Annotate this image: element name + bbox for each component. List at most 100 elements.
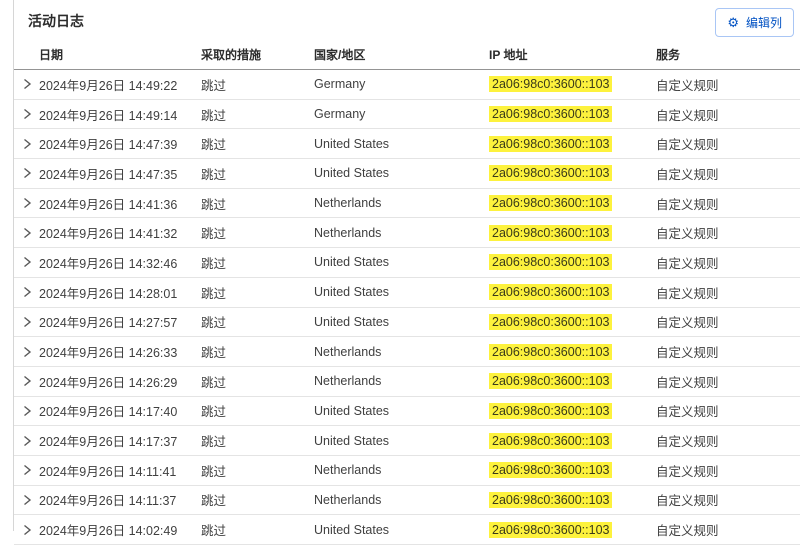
table-row[interactable]: 2024年9月26日 14:27:57 跳过 United States 2a0… — [14, 308, 800, 338]
edit-columns-button[interactable]: ⚙ 编辑列 — [715, 8, 794, 37]
table-row[interactable]: 2024年9月26日 14:17:40 跳过 United States 2a0… — [14, 397, 800, 427]
cell-service: 自定义规则 — [656, 342, 800, 361]
expand-row-button[interactable] — [14, 78, 39, 90]
cell-ip: 2a06:98c0:3600::103 — [489, 255, 656, 269]
cell-service: 自定义规则 — [656, 134, 800, 153]
cell-service: 自定义规则 — [656, 431, 800, 450]
table-row[interactable]: 2024年9月26日 14:11:37 跳过 Netherlands 2a06:… — [14, 486, 800, 516]
table-row[interactable]: 2024年9月26日 14:26:33 跳过 Netherlands 2a06:… — [14, 337, 800, 367]
expand-row-button[interactable] — [14, 197, 39, 209]
cell-date: 2024年9月26日 14:49:22 — [39, 75, 201, 94]
table-row[interactable]: 2024年9月26日 14:47:35 跳过 United States 2a0… — [14, 159, 800, 189]
header-bar: 活动日志 ⚙ 编辑列 — [14, 0, 800, 40]
column-header-service: 服务 — [656, 46, 800, 63]
column-header-country: 国家/地区 — [314, 46, 489, 63]
chevron-right-icon — [22, 346, 32, 358]
cell-service: 自定义规则 — [656, 164, 800, 183]
cell-country: Netherlands — [314, 196, 489, 210]
cell-date: 2024年9月26日 14:11:37 — [39, 490, 201, 509]
gear-icon: ⚙ — [727, 16, 739, 29]
chevron-right-icon — [22, 256, 32, 268]
ip-address-highlight: 2a06:98c0:3600::103 — [489, 522, 612, 538]
chevron-right-icon — [22, 286, 32, 298]
table-row[interactable]: 2024年9月26日 14:17:37 跳过 United States 2a0… — [14, 426, 800, 456]
cell-country: United States — [314, 315, 489, 329]
table-row[interactable]: 2024年9月26日 14:49:22 跳过 Germany 2a06:98c0… — [14, 70, 800, 100]
cell-country: United States — [314, 404, 489, 418]
expand-row-button[interactable] — [14, 464, 39, 476]
cell-ip: 2a06:98c0:3600::103 — [489, 166, 656, 180]
cell-country: Netherlands — [314, 226, 489, 240]
expand-row-button[interactable] — [14, 435, 39, 447]
cell-ip: 2a06:98c0:3600::103 — [489, 404, 656, 418]
cell-ip: 2a06:98c0:3600::103 — [489, 434, 656, 448]
expand-row-button[interactable] — [14, 167, 39, 179]
ip-address-highlight: 2a06:98c0:3600::103 — [489, 165, 612, 181]
ip-address-highlight: 2a06:98c0:3600::103 — [489, 284, 612, 300]
cell-service: 自定义规则 — [656, 75, 800, 94]
table-row[interactable]: 2024年9月26日 14:47:39 跳过 United States 2a0… — [14, 129, 800, 159]
cell-ip: 2a06:98c0:3600::103 — [489, 374, 656, 388]
ip-address-highlight: 2a06:98c0:3600::103 — [489, 106, 612, 122]
chevron-right-icon — [22, 435, 32, 447]
table-row[interactable]: 2024年9月26日 14:41:36 跳过 Netherlands 2a06:… — [14, 189, 800, 219]
table-row[interactable]: 2024年9月26日 14:02:49 跳过 United States 2a0… — [14, 515, 800, 545]
cell-service: 自定义规则 — [656, 105, 800, 124]
expand-row-button[interactable] — [14, 256, 39, 268]
cell-service: 自定义规则 — [656, 401, 800, 420]
cell-date: 2024年9月26日 14:17:40 — [39, 401, 201, 420]
chevron-right-icon — [22, 524, 32, 536]
cell-service: 自定义规则 — [656, 520, 800, 539]
expand-row-button[interactable] — [14, 227, 39, 239]
cell-action: 跳过 — [201, 461, 314, 480]
cell-ip: 2a06:98c0:3600::103 — [489, 77, 656, 91]
cell-service: 自定义规则 — [656, 253, 800, 272]
expand-row-button[interactable] — [14, 494, 39, 506]
expand-row-button[interactable] — [14, 286, 39, 298]
cell-action: 跳过 — [201, 372, 314, 391]
expand-row-button[interactable] — [14, 405, 39, 417]
expand-row-button[interactable] — [14, 316, 39, 328]
cell-action: 跳过 — [201, 490, 314, 509]
cell-country: Netherlands — [314, 493, 489, 507]
cell-action: 跳过 — [201, 164, 314, 183]
cell-action: 跳过 — [201, 312, 314, 331]
expand-row-button[interactable] — [14, 108, 39, 120]
ip-address-highlight: 2a06:98c0:3600::103 — [489, 462, 612, 478]
table-body: 2024年9月26日 14:49:22 跳过 Germany 2a06:98c0… — [14, 70, 800, 545]
cell-country: Germany — [314, 107, 489, 121]
table-row[interactable]: 2024年9月26日 14:32:46 跳过 United States 2a0… — [14, 248, 800, 278]
table-row[interactable]: 2024年9月26日 14:41:32 跳过 Netherlands 2a06:… — [14, 218, 800, 248]
cell-action: 跳过 — [201, 253, 314, 272]
cell-ip: 2a06:98c0:3600::103 — [489, 493, 656, 507]
activity-log-panel: 活动日志 ⚙ 编辑列 日期 采取的措施 国家/地区 IP 地址 服务 2024年… — [13, 0, 800, 531]
chevron-right-icon — [22, 78, 32, 90]
table-row[interactable]: 2024年9月26日 14:26:29 跳过 Netherlands 2a06:… — [14, 367, 800, 397]
expand-row-button[interactable] — [14, 346, 39, 358]
cell-service: 自定义规则 — [656, 461, 800, 480]
chevron-right-icon — [22, 405, 32, 417]
cell-country: United States — [314, 137, 489, 151]
column-header-date: 日期 — [39, 46, 201, 63]
ip-address-highlight: 2a06:98c0:3600::103 — [489, 433, 612, 449]
cell-action: 跳过 — [201, 75, 314, 94]
expand-row-button[interactable] — [14, 138, 39, 150]
cell-service: 自定义规则 — [656, 312, 800, 331]
ip-address-highlight: 2a06:98c0:3600::103 — [489, 314, 612, 330]
chevron-right-icon — [22, 108, 32, 120]
chevron-right-icon — [22, 464, 32, 476]
cell-country: United States — [314, 166, 489, 180]
expand-row-button[interactable] — [14, 524, 39, 536]
cell-date: 2024年9月26日 14:02:49 — [39, 520, 201, 539]
table-row[interactable]: 2024年9月26日 14:49:14 跳过 Germany 2a06:98c0… — [14, 100, 800, 130]
table-row[interactable]: 2024年9月26日 14:11:41 跳过 Netherlands 2a06:… — [14, 456, 800, 486]
table-row[interactable]: 2024年9月26日 14:28:01 跳过 United States 2a0… — [14, 278, 800, 308]
ip-address-highlight: 2a06:98c0:3600::103 — [489, 76, 612, 92]
cell-country: Netherlands — [314, 345, 489, 359]
edit-columns-label: 编辑列 — [746, 14, 782, 31]
cell-country: United States — [314, 523, 489, 537]
expand-row-button[interactable] — [14, 375, 39, 387]
cell-action: 跳过 — [201, 194, 314, 213]
cell-country: United States — [314, 285, 489, 299]
cell-date: 2024年9月26日 14:47:39 — [39, 134, 201, 153]
